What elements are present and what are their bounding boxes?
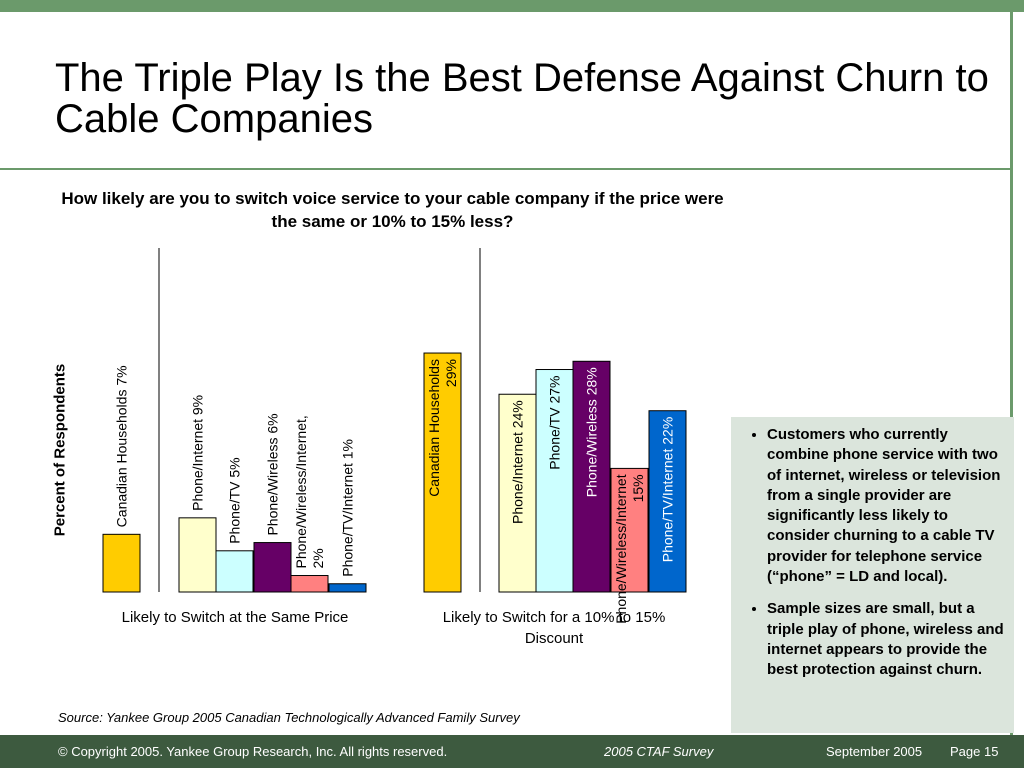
note-item: Sample sizes are small, but a triple pla… [767,599,1006,680]
notes-panel: Customers who currently combine phone se… [731,417,1014,733]
bar [102,533,141,593]
bar-label-line: Canadian Households [426,359,442,497]
bar-label: Canadian Households 7% [113,365,129,527]
group-label-same-price: Likely to Switch at the Same Price [121,609,349,626]
footer-copyright: © Copyright 2005. Yankee Group Research,… [58,744,448,759]
notes-list: Customers who currently combine phone se… [731,417,1014,681]
bar-label-line: Phone/Wireless 6% [264,413,280,535]
bar-label-line: 29% [443,359,459,387]
footer-survey: 2005 CTAF Survey [604,744,714,759]
bar-label-line: Phone/TV/Internet 22% [659,417,675,563]
bar-label: Phone/Wireless 28% [583,367,599,497]
bar-label-line: 2% [310,548,326,568]
bar [648,410,687,593]
bar-label: Phone/TV 5% [226,457,242,543]
bar [610,467,649,593]
bar [572,360,611,593]
bar [328,583,367,593]
footer-bar: © Copyright 2005. Yankee Group Research,… [0,735,1024,768]
bar [215,550,254,593]
bar [535,369,574,593]
bar-label: Phone/TV 27% [546,376,562,470]
bar-label: Phone/Wireless 6% [264,413,280,535]
bar-label-line: Phone/TV 27% [546,376,562,470]
bar [290,575,329,593]
slide-title: The Triple Play Is the Best Defense Agai… [55,56,989,141]
bar-label-line: 15% [630,474,646,502]
group-label-discount: Likely to Switch for a 10% to 15% Discou… [442,609,666,647]
footer-page: Page 15 [950,744,999,759]
chart-question: How likely are you to switch voice servi… [61,189,724,231]
bar [253,542,292,593]
bar-label-line: Phone/Wireless 28% [583,367,599,497]
footer-date: September 2005 [826,744,923,759]
bar-label: Phone/TV/Internet 22% [659,417,675,563]
bar-label-line: Phone/Wireless/Internet [613,474,629,624]
bar-label-line: Phone/TV 5% [226,457,242,543]
top-accent-band [0,0,1024,12]
bar-label: Phone/Wireless/Internet15% [613,474,646,624]
title-divider [0,168,1010,170]
bar [423,352,462,593]
bar-label: Canadian Households29% [426,359,459,497]
bar-label: Phone/Internet 24% [509,400,525,524]
note-item: Customers who currently combine phone se… [767,425,1006,587]
bar [178,517,217,593]
bar-label-line: Phone/Wireless/Internet, [293,415,309,568]
bar-label-line: Canadian Households 7% [113,365,129,527]
right-accent-rule [1010,12,1013,735]
bar-label-line: Phone/TV/Internet 1% [339,439,355,577]
bar [498,393,537,593]
bar-label: Phone/Wireless/Internet,2% [293,415,326,568]
source-note: Source: Yankee Group 2005 Canadian Techn… [58,710,520,725]
bar-label: Phone/Internet 9% [189,395,205,511]
bar-label: Phone/TV/Internet 1% [339,439,355,577]
bar-label-line: Phone/Internet 9% [189,395,205,511]
bar-label-line: Phone/Internet 24% [509,400,525,524]
